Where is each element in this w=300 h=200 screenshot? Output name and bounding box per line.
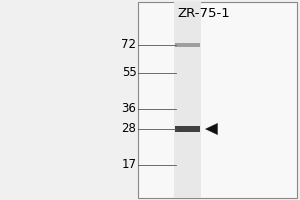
FancyBboxPatch shape <box>175 126 200 132</box>
Polygon shape <box>206 123 218 135</box>
Text: 36: 36 <box>122 102 136 116</box>
Text: 17: 17 <box>122 158 136 171</box>
FancyBboxPatch shape <box>138 2 297 198</box>
FancyBboxPatch shape <box>175 43 200 47</box>
FancyBboxPatch shape <box>174 2 201 198</box>
Text: ZR-75-1: ZR-75-1 <box>178 7 230 20</box>
Text: 28: 28 <box>122 122 136 136</box>
Text: 72: 72 <box>122 38 136 51</box>
Text: 55: 55 <box>122 66 136 79</box>
